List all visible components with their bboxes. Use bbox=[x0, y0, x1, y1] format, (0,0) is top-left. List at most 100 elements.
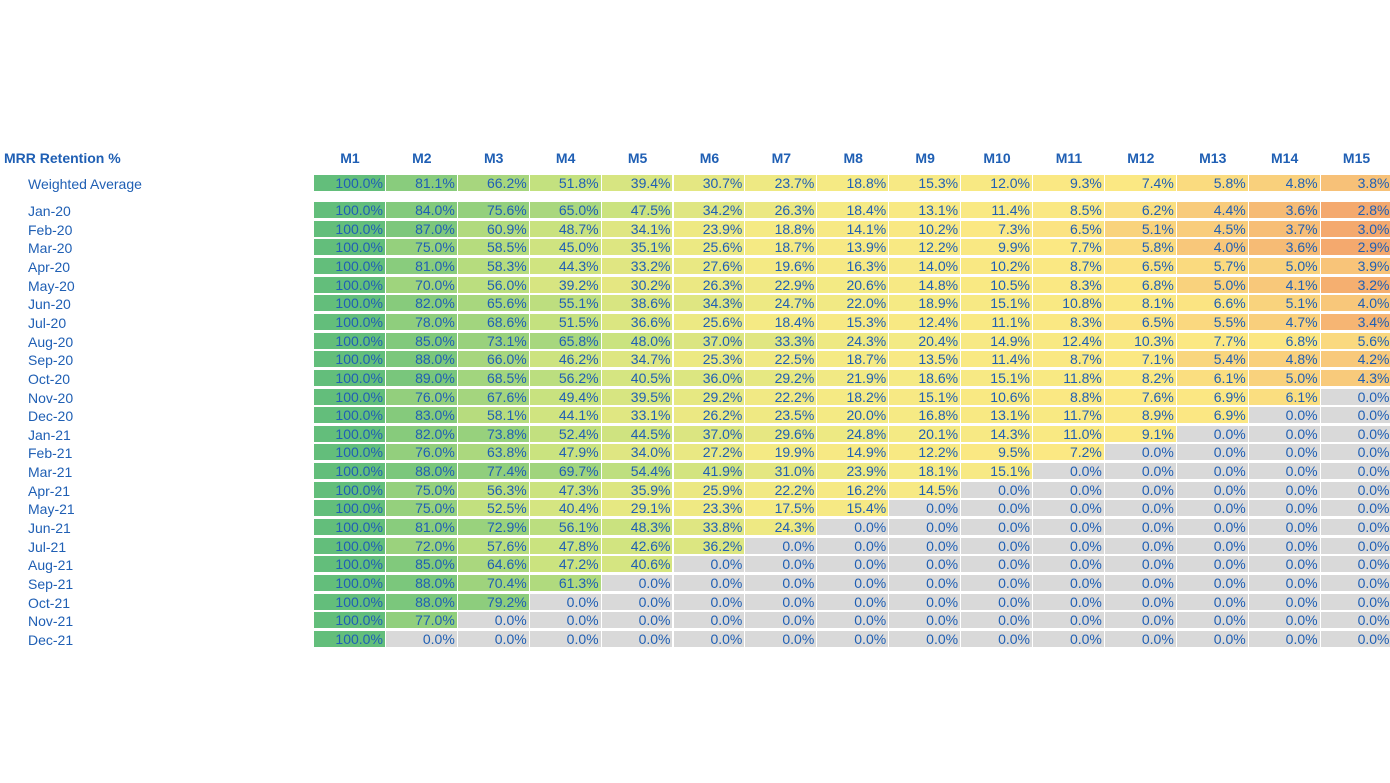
row-label: Jun-21 bbox=[28, 520, 71, 537]
heatmap-cell: 0.0% bbox=[817, 630, 890, 648]
heatmap-cell: 3.9% bbox=[1320, 257, 1390, 275]
heatmap-cell: 34.3% bbox=[673, 295, 746, 313]
heatmap-cell: 0.0% bbox=[1320, 593, 1390, 611]
heatmap-cell: 2.9% bbox=[1320, 239, 1390, 257]
heatmap-cell: 65.0% bbox=[529, 202, 602, 219]
heatmap-cell: 8.2% bbox=[1104, 369, 1177, 387]
heatmap-cell: 0.0% bbox=[673, 612, 746, 630]
heatmap-cell: 11.1% bbox=[961, 313, 1033, 331]
heatmap-cell: 48.0% bbox=[601, 332, 674, 350]
heatmap-cell: 44.3% bbox=[529, 257, 602, 275]
heatmap-cell: 0.0% bbox=[1320, 463, 1390, 481]
heatmap-cell: 0.0% bbox=[1033, 556, 1105, 574]
heatmap-cell: 5.1% bbox=[1248, 295, 1321, 313]
heatmap-cell: 22.2% bbox=[745, 388, 818, 406]
heatmap-cell: 0.0% bbox=[673, 630, 746, 648]
heatmap-cell: 20.6% bbox=[817, 276, 890, 294]
heatmap-cell: 30.2% bbox=[601, 276, 674, 294]
row-label: Mar-20 bbox=[28, 240, 73, 257]
heatmap-cell: 6.2% bbox=[1104, 202, 1177, 219]
heatmap-cell: 0.0% bbox=[1176, 630, 1249, 648]
heatmap-cell: 0.0% bbox=[1104, 575, 1177, 592]
heatmap-cell: 0.0% bbox=[1176, 537, 1249, 555]
heatmap-cell: 0.0% bbox=[673, 556, 746, 574]
column-header-m9: M9 bbox=[915, 150, 935, 166]
heatmap-cell: 15.1% bbox=[961, 369, 1033, 387]
heatmap-cell: 29.2% bbox=[673, 388, 746, 406]
heatmap-cell: 0.0% bbox=[385, 630, 458, 648]
heatmap-cell: 36.2% bbox=[673, 537, 746, 555]
heatmap-cell: 70.4% bbox=[457, 575, 530, 592]
heatmap-cell: 4.8% bbox=[1248, 175, 1321, 192]
heatmap-cell: 0.0% bbox=[1176, 481, 1249, 499]
heatmap-cell: 0.0% bbox=[1104, 463, 1177, 481]
heatmap-cell: 69.7% bbox=[529, 463, 602, 481]
heatmap-cell: 73.1% bbox=[457, 332, 530, 350]
row-label: Apr-20 bbox=[28, 258, 71, 275]
heatmap-cell: 0.0% bbox=[1176, 500, 1249, 518]
heatmap-cell: 57.6% bbox=[457, 537, 530, 555]
column-header-m6: M6 bbox=[699, 150, 720, 166]
heatmap-cell: 0.0% bbox=[1033, 630, 1105, 648]
heatmap-cell: 16.2% bbox=[817, 481, 890, 499]
heatmap-cell: 68.5% bbox=[457, 369, 530, 387]
heatmap-cell: 10.2% bbox=[961, 257, 1033, 275]
heatmap-cell: 9.9% bbox=[961, 239, 1033, 257]
heatmap-cell: 5.8% bbox=[1104, 239, 1177, 257]
heatmap-cell: 100.0% bbox=[314, 332, 386, 350]
heatmap-cell: 100.0% bbox=[314, 407, 386, 425]
heatmap-cell: 30.7% bbox=[673, 175, 746, 192]
heatmap-cell: 8.5% bbox=[1033, 202, 1105, 219]
heatmap-cell: 14.3% bbox=[961, 425, 1033, 443]
heatmap-cell: 4.3% bbox=[1320, 369, 1390, 387]
heatmap-cell: 23.7% bbox=[745, 175, 818, 192]
heatmap-cell: 11.0% bbox=[1033, 425, 1105, 443]
heatmap-cell: 40.5% bbox=[601, 369, 674, 387]
heatmap-cell: 76.0% bbox=[385, 444, 458, 462]
heatmap-cell: 0.0% bbox=[457, 630, 530, 648]
row-label: Jan-21 bbox=[28, 426, 71, 443]
heatmap-cell: 0.0% bbox=[529, 593, 602, 611]
heatmap-cell: 0.0% bbox=[1320, 575, 1390, 592]
heatmap-cell: 100.0% bbox=[314, 575, 386, 592]
heatmap-cell: 0.0% bbox=[601, 593, 674, 611]
heatmap-cell: 47.9% bbox=[529, 444, 602, 462]
heatmap-cell: 44.1% bbox=[529, 407, 602, 425]
heatmap-cell: 0.0% bbox=[817, 612, 890, 630]
row-label: Sep-21 bbox=[28, 576, 74, 592]
heatmap-cell: 88.0% bbox=[385, 575, 458, 592]
heatmap-cell: 56.3% bbox=[457, 481, 530, 499]
heatmap-cell: 0.0% bbox=[1248, 444, 1321, 462]
heatmap-cell: 37.0% bbox=[673, 332, 746, 350]
heatmap-cell: 13.1% bbox=[961, 407, 1033, 425]
heatmap-cell: 48.3% bbox=[601, 519, 674, 537]
heatmap-cell: 78.0% bbox=[385, 313, 458, 331]
heatmap-cell: 0.0% bbox=[817, 575, 890, 592]
heatmap-cell: 75.0% bbox=[385, 239, 458, 257]
column-header-m15: M15 bbox=[1342, 150, 1371, 166]
heatmap-cell: 4.5% bbox=[1176, 220, 1249, 238]
heatmap-cell: 19.9% bbox=[745, 444, 818, 462]
row-label: Aug-21 bbox=[28, 557, 74, 574]
heatmap-cell: 49.4% bbox=[529, 388, 602, 406]
heatmap-cell: 100.0% bbox=[314, 556, 386, 574]
heatmap-cell: 0.0% bbox=[1320, 388, 1390, 406]
heatmap-cell: 0.0% bbox=[1104, 519, 1177, 537]
heatmap-cell: 25.9% bbox=[673, 481, 746, 499]
heatmap-cell: 3.8% bbox=[1320, 175, 1390, 192]
heatmap-cell: 77.0% bbox=[385, 612, 458, 630]
heatmap-cell: 0.0% bbox=[745, 537, 818, 555]
heatmap-cell: 72.0% bbox=[385, 537, 458, 555]
heatmap-cell: 0.0% bbox=[745, 593, 818, 611]
heatmap-cell: 87.0% bbox=[385, 220, 458, 238]
heatmap-cell: 0.0% bbox=[817, 556, 890, 574]
heatmap-cell: 39.2% bbox=[529, 276, 602, 294]
heatmap-cell: 85.0% bbox=[385, 556, 458, 574]
heatmap-cell: 36.0% bbox=[673, 369, 746, 387]
heatmap-cell: 0.0% bbox=[1248, 537, 1321, 555]
heatmap-cell: 6.1% bbox=[1176, 369, 1249, 387]
row-label: Jun-20 bbox=[28, 296, 71, 313]
heatmap-cell: 0.0% bbox=[1104, 612, 1177, 630]
heatmap-cell: 4.0% bbox=[1176, 239, 1249, 257]
heatmap-cell: 19.6% bbox=[745, 257, 818, 275]
